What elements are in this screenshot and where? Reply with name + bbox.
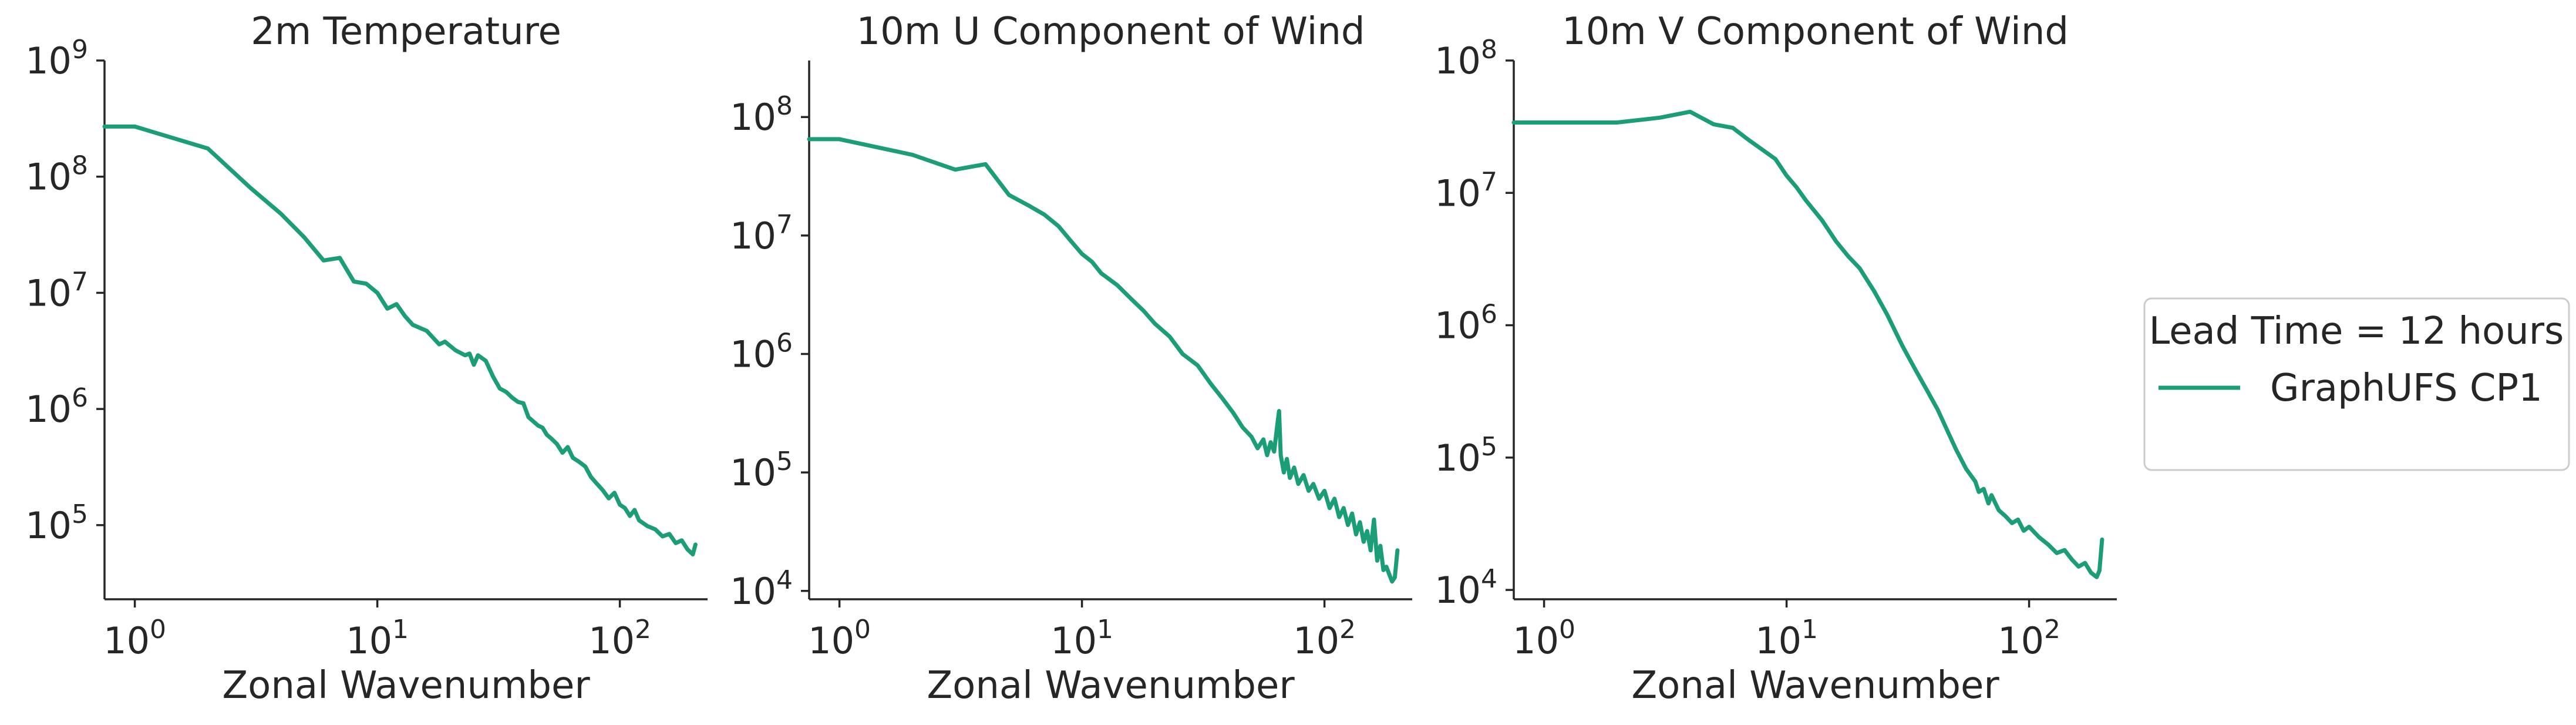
legend: Lead Time = 12 hours GraphUFS CP1 bbox=[2143, 297, 2570, 471]
y-tick-base: 10 bbox=[730, 96, 776, 139]
y-tick-label: 104 bbox=[730, 565, 793, 613]
x-tick-exponent: 0 bbox=[150, 615, 166, 645]
legend-entry-label: GraphUFS CP1 bbox=[2270, 367, 2543, 410]
y-tick-label: 108 bbox=[730, 91, 793, 139]
x-tick-label: 101 bbox=[1050, 615, 1113, 662]
panel-2: 10m U Component of Wind10410510610710810… bbox=[730, 10, 1412, 707]
y-tick-exponent: 6 bbox=[1481, 300, 1497, 330]
y-tick-base: 10 bbox=[25, 271, 72, 314]
y-tick-exponent: 9 bbox=[72, 35, 88, 65]
y-tick-label: 107 bbox=[730, 210, 793, 257]
y-tick-base: 10 bbox=[730, 451, 776, 494]
y-tick-base: 10 bbox=[25, 504, 72, 547]
y-tick-exponent: 8 bbox=[72, 151, 88, 181]
x-axis-label: Zonal Wavenumber bbox=[1631, 664, 1999, 707]
y-tick-exponent: 4 bbox=[776, 565, 793, 595]
y-tick-exponent: 6 bbox=[72, 383, 88, 413]
x-tick-base: 10 bbox=[1293, 619, 1339, 662]
y-tick-exponent: 8 bbox=[1481, 35, 1497, 65]
y-tick-base: 10 bbox=[730, 570, 776, 613]
y-tick-label: 106 bbox=[1435, 300, 1497, 347]
y-tick-label: 108 bbox=[1435, 35, 1497, 82]
y-tick-base: 10 bbox=[1435, 304, 1481, 347]
y-tick-label: 105 bbox=[1435, 432, 1497, 479]
y-tick-exponent: 5 bbox=[1481, 432, 1497, 462]
y-tick-label: 109 bbox=[25, 35, 88, 82]
x-tick-exponent: 0 bbox=[854, 615, 871, 645]
y-tick-exponent: 6 bbox=[776, 328, 793, 358]
y-tick-label: 106 bbox=[730, 328, 793, 375]
y-tick-base: 10 bbox=[25, 388, 72, 431]
y-tick-base: 10 bbox=[730, 214, 776, 257]
y-tick-label: 106 bbox=[25, 383, 88, 431]
y-tick-label: 108 bbox=[25, 151, 88, 199]
series-line-graphufs-cp1 bbox=[102, 124, 698, 557]
x-tick-base: 10 bbox=[1513, 619, 1559, 662]
x-tick-label: 102 bbox=[1293, 615, 1356, 662]
y-tick-base: 10 bbox=[730, 333, 776, 375]
y-tick-base: 10 bbox=[1435, 569, 1481, 612]
panel-1-title: 2m Temperature bbox=[251, 10, 561, 53]
x-tick-label: 102 bbox=[1998, 615, 2060, 662]
y-tick-exponent: 5 bbox=[72, 499, 88, 529]
y-tick-exponent: 4 bbox=[1481, 564, 1497, 594]
y-tick-exponent: 7 bbox=[1481, 167, 1497, 197]
x-tick-label: 100 bbox=[103, 615, 166, 662]
legend-frame bbox=[2143, 297, 2570, 471]
y-tick-base: 10 bbox=[1435, 437, 1481, 479]
x-tick-base: 10 bbox=[346, 619, 392, 662]
x-tick-base: 10 bbox=[808, 619, 854, 662]
x-tick-base: 10 bbox=[1050, 619, 1097, 662]
y-tick-label: 105 bbox=[730, 447, 793, 494]
x-tick-base: 10 bbox=[588, 619, 635, 662]
legend-title: Lead Time = 12 hours bbox=[2149, 310, 2564, 353]
x-tick-exponent: 1 bbox=[392, 615, 409, 645]
y-tick-base: 10 bbox=[25, 156, 72, 199]
y-tick-exponent: 5 bbox=[776, 447, 793, 476]
panel-2-title: 10m U Component of Wind bbox=[856, 10, 1365, 53]
panel-3-title: 10m V Component of Wind bbox=[1562, 10, 2069, 53]
x-tick-base: 10 bbox=[1755, 619, 1801, 662]
y-tick-label: 104 bbox=[1435, 564, 1497, 612]
panel-3: 10m V Component of Wind10410510610710810… bbox=[1435, 10, 2117, 707]
y-tick-exponent: 7 bbox=[776, 210, 793, 240]
x-tick-exponent: 0 bbox=[1559, 615, 1575, 645]
series-line-graphufs-cp1 bbox=[807, 137, 1400, 584]
x-tick-exponent: 1 bbox=[1801, 615, 1818, 645]
y-tick-base: 10 bbox=[1435, 39, 1481, 82]
x-tick-label: 100 bbox=[808, 615, 871, 662]
x-tick-base: 10 bbox=[1998, 619, 2044, 662]
x-tick-exponent: 2 bbox=[1339, 615, 1356, 645]
x-tick-label: 102 bbox=[588, 615, 651, 662]
y-tick-exponent: 8 bbox=[776, 91, 793, 121]
x-tick-label: 101 bbox=[346, 615, 409, 662]
x-axis-label: Zonal Wavenumber bbox=[927, 664, 1295, 707]
x-tick-label: 101 bbox=[1755, 615, 1818, 662]
y-tick-base: 10 bbox=[1435, 172, 1481, 214]
series-line-graphufs-cp1 bbox=[1511, 109, 2104, 579]
y-tick-base: 10 bbox=[25, 39, 72, 82]
y-tick-label: 105 bbox=[25, 499, 88, 547]
x-tick-exponent: 2 bbox=[2044, 615, 2060, 645]
y-tick-exponent: 7 bbox=[72, 267, 88, 297]
y-tick-label: 107 bbox=[1435, 167, 1497, 214]
x-tick-base: 10 bbox=[103, 619, 150, 662]
x-tick-exponent: 1 bbox=[1097, 615, 1113, 645]
y-tick-label: 107 bbox=[25, 267, 88, 314]
x-tick-label: 100 bbox=[1513, 615, 1575, 662]
x-axis-label: Zonal Wavenumber bbox=[222, 664, 590, 707]
x-tick-exponent: 2 bbox=[635, 615, 651, 645]
